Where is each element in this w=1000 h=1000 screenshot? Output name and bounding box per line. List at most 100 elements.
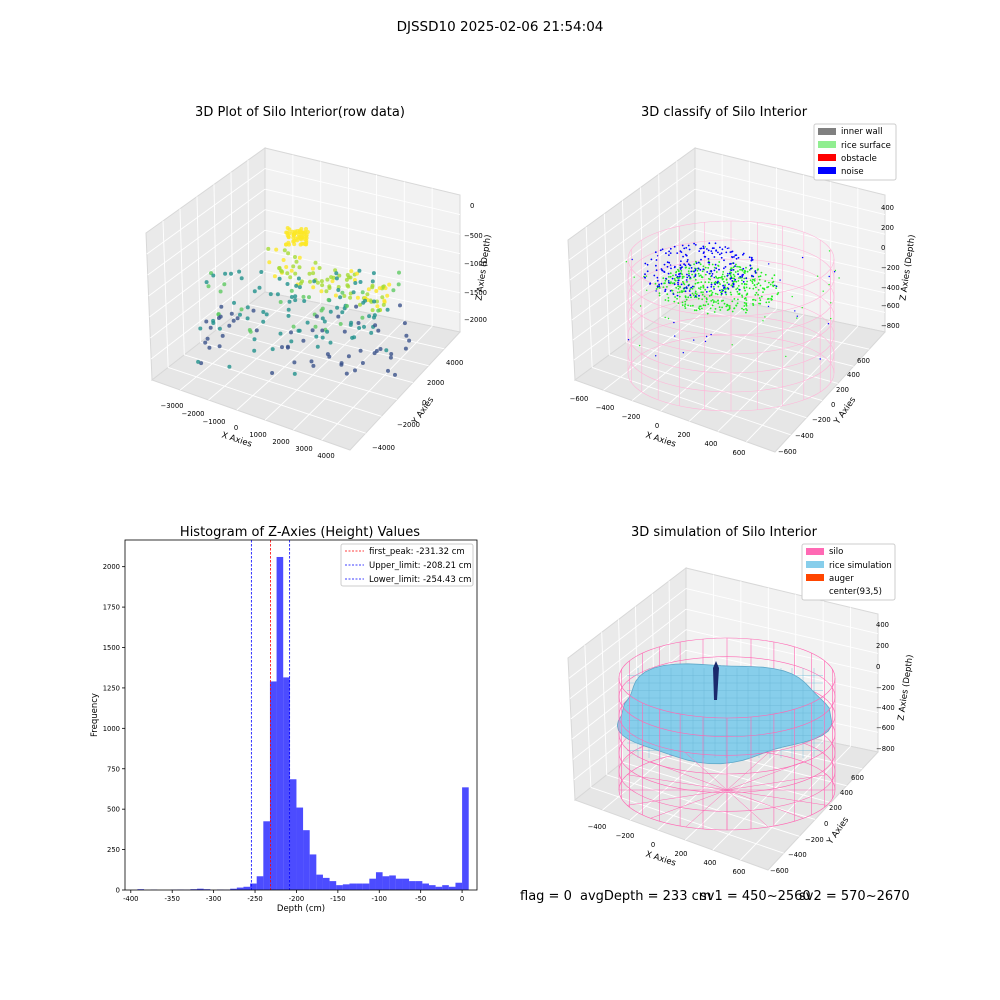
raw-point	[199, 361, 204, 366]
raw-point	[286, 234, 291, 239]
raw-point	[239, 276, 244, 281]
scattered-point	[639, 305, 642, 307]
rice-surface-point	[675, 270, 678, 273]
raw-point	[309, 359, 314, 364]
noise-point	[644, 273, 646, 276]
grid-line	[694, 188, 886, 235]
scattered-point	[655, 355, 657, 357]
raw-point	[357, 268, 362, 273]
raw-point	[381, 285, 385, 289]
legend-label-inner-wall: inner wall	[841, 127, 882, 137]
rice-surface-point	[771, 295, 773, 298]
rice-surface-point	[741, 279, 743, 282]
raw-point	[315, 280, 320, 285]
noise-point	[679, 264, 682, 267]
cls-ytick: 0	[831, 401, 835, 409]
raw-point	[303, 237, 307, 242]
rice-surface-point	[743, 286, 745, 288]
rice-surface-point	[711, 291, 714, 294]
rice-surface-point	[672, 274, 674, 277]
rice-surface-point	[765, 301, 768, 304]
rice-surface-point	[737, 280, 740, 282]
rice-surface-point	[691, 292, 694, 295]
rice-surface-point	[698, 275, 701, 277]
noise-point	[673, 283, 676, 286]
raw-point	[217, 344, 222, 349]
rice-surface-point	[745, 311, 747, 314]
rice-surface-point	[709, 307, 712, 310]
noise-point	[676, 252, 679, 255]
raw-xtick: 4000	[317, 452, 334, 460]
raw-xtick: 3000	[295, 445, 312, 453]
noise-point	[685, 247, 688, 249]
rice-surface-point	[751, 280, 754, 283]
rice-surface-point	[702, 291, 704, 294]
noise-point	[669, 247, 672, 250]
rice-surface-point	[743, 305, 746, 307]
raw-point	[355, 295, 360, 300]
scattered-point	[744, 297, 747, 299]
raw-point	[311, 363, 316, 368]
status-line: flag = 0 avgDepth = 233 cm sv1 = 450~256…	[520, 889, 910, 904]
rice-surface-point	[726, 303, 729, 306]
raw-point	[326, 297, 331, 302]
raw-point	[298, 281, 303, 286]
noise-point	[742, 253, 744, 256]
scattered-point	[728, 247, 730, 249]
raw-point	[289, 339, 294, 344]
scattered-point	[669, 264, 672, 266]
status-flag: flag = 0	[520, 889, 572, 904]
grid-line	[638, 749, 831, 804]
rice-surface-point	[664, 279, 667, 282]
rice-surface-point	[691, 287, 694, 290]
sim-ytick: −400	[788, 851, 807, 859]
sim-xtick: 0	[651, 841, 655, 849]
histogram-bar	[250, 883, 257, 890]
rice-surface-point	[757, 268, 759, 271]
rice-surface-point	[736, 287, 739, 289]
scattered-point	[667, 317, 670, 320]
raw-point	[284, 242, 289, 247]
rice-surface-point	[729, 271, 731, 274]
noise-point	[726, 275, 729, 277]
rice-surface-point	[717, 300, 719, 302]
raw-point	[272, 274, 277, 279]
raw-point	[346, 354, 351, 359]
histogram-bar	[435, 886, 443, 890]
noise-point	[666, 261, 669, 264]
noise-point	[729, 251, 732, 254]
rice-surface-point	[724, 284, 726, 287]
rice-surface-point	[764, 280, 767, 282]
noise-point	[658, 285, 661, 287]
raw-point	[375, 304, 380, 309]
grid-line	[746, 325, 859, 443]
raw-point	[252, 348, 257, 353]
scattered-point	[819, 358, 821, 360]
grid-line	[694, 250, 886, 294]
rice-surface-point	[746, 309, 748, 312]
raw-ztick: −2000	[464, 316, 487, 324]
raw-point	[391, 288, 396, 293]
raw-point	[285, 282, 290, 286]
grid-line	[570, 209, 696, 301]
raw-point	[289, 295, 294, 299]
noise-point	[688, 290, 691, 292]
grid-line	[694, 168, 886, 216]
raw-point	[372, 299, 377, 304]
raw-point	[303, 230, 308, 235]
noise-point	[702, 247, 705, 250]
panel-histogram: Histogram of Z-Axies (Height) Values -40…	[90, 525, 478, 914]
scattered-point	[830, 317, 832, 320]
rice-surface-point	[735, 304, 737, 307]
rice-surface-point	[689, 305, 692, 307]
noise-point	[714, 283, 716, 286]
noise-point	[702, 245, 705, 248]
raw-point	[336, 285, 341, 289]
noise-point	[748, 256, 751, 259]
grid-line	[264, 314, 377, 421]
raw-point	[363, 298, 367, 303]
simulation-zlabel: Z Axies (Depth)	[896, 654, 915, 721]
noise-point	[690, 286, 693, 289]
noise-point	[720, 292, 723, 295]
raw-point	[313, 324, 318, 329]
